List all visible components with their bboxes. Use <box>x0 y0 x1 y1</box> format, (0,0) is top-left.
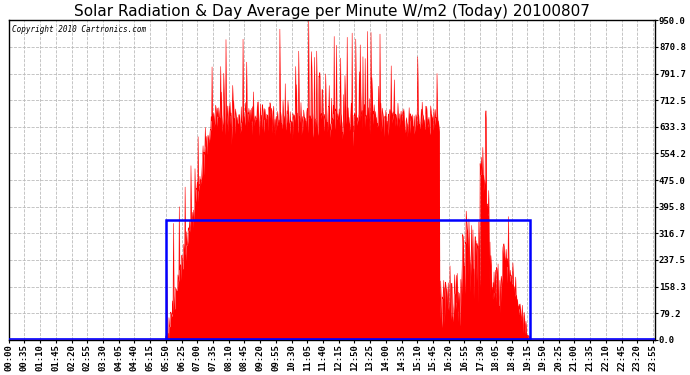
Text: Copyright 2010 Cartronics.com: Copyright 2010 Cartronics.com <box>12 25 146 34</box>
Title: Solar Radiation & Day Average per Minute W/m2 (Today) 20100807: Solar Radiation & Day Average per Minute… <box>74 4 590 19</box>
Bar <box>166 220 529 340</box>
